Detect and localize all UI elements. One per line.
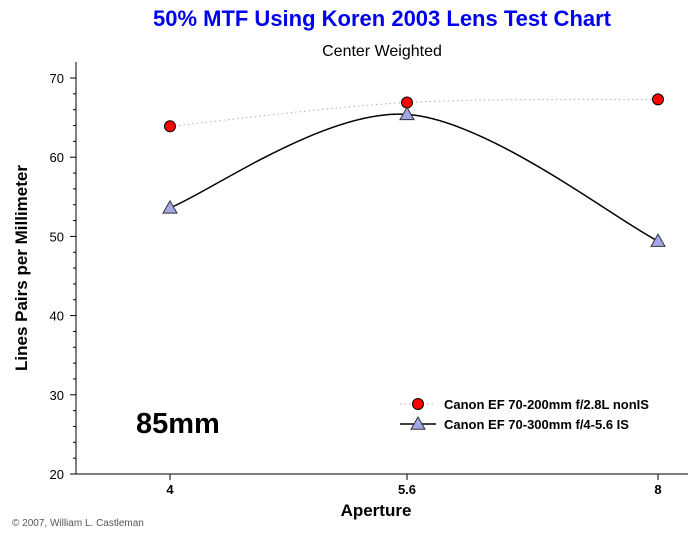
legend: Canon EF 70-200mm f/2.8L nonIS Canon EF 7… (400, 397, 649, 432)
copyright-credit: © 2007, William L. Castleman (12, 518, 144, 529)
y-axis-label: Lines Pairs per Millimeter (12, 165, 31, 371)
chart-title: 50% MTF Using Koren 2003 Lens Test Chart (153, 6, 612, 31)
y-tick-label: 20 (50, 467, 64, 482)
y-tick-label: 40 (50, 309, 64, 324)
data-point-series-2 (162, 199, 178, 214)
data-point-series-2 (399, 106, 415, 121)
focal-length-annotation: 85mm (136, 408, 220, 440)
x-tick-label: 8 (654, 482, 661, 497)
series-line-2 (169, 113, 659, 242)
x-tick-label: 5.6 (398, 482, 416, 497)
legend-label-1: Canon EF 70-200mm f/2.8L nonIS (444, 397, 649, 412)
x-axis-ticks: 4 5.6 8 (166, 474, 662, 497)
legend-marker-1 (412, 398, 424, 410)
y-axis-ticks: 20 30 40 50 60 70 (50, 71, 76, 482)
y-tick-label: 50 (50, 229, 64, 244)
y-tick-label: 30 (50, 388, 64, 403)
legend-label-2: Canon EF 70-300mm f/4-5.6 IS (444, 417, 629, 432)
x-axis-label: Aperture (341, 501, 412, 520)
y-tick-label: 60 (50, 150, 64, 165)
legend-marker-2 (410, 415, 426, 430)
x-tick-label: 4 (166, 482, 174, 497)
data-point-series-1 (401, 96, 413, 109)
y-tick-label: 70 (50, 71, 64, 86)
series-markers (162, 93, 666, 247)
series-lines (169, 98, 659, 242)
series-line-1 (169, 98, 659, 127)
chart-subtitle: Center Weighted (322, 43, 442, 60)
data-point-series-1 (164, 120, 176, 133)
data-point-series-2 (650, 233, 666, 247)
data-point-series-1 (652, 93, 664, 106)
